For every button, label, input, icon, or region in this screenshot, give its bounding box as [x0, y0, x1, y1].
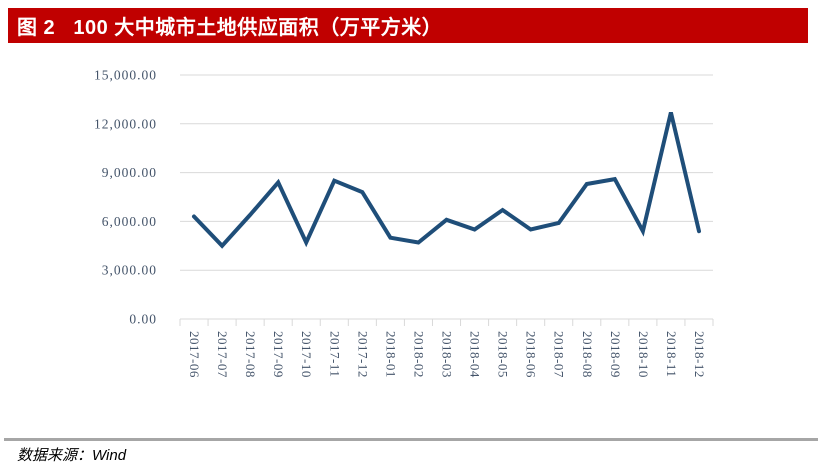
x-tick-label: 2018-11	[664, 331, 679, 377]
x-tick-label: 2018-10	[636, 331, 651, 378]
y-tick-label: 15,000.00	[94, 68, 157, 83]
x-tick-label: 2017-07	[215, 331, 230, 378]
figure-title: 图 2 100 大中城市土地供应面积（万平方米）	[17, 17, 443, 39]
x-tick-label: 2017-11	[327, 331, 342, 377]
y-tick-label: 9,000.00	[102, 165, 157, 180]
x-tick-label: 2018-01	[383, 331, 398, 378]
x-tick-label: 2017-08	[243, 331, 258, 378]
x-tick-label: 2018-12	[692, 331, 707, 378]
x-tick-label: 2018-08	[580, 331, 595, 378]
x-tick-label: 2018-02	[411, 331, 426, 378]
figure-title-banner: 图 2 100 大中城市土地供应面积（万平方米）	[8, 8, 808, 43]
footer-divider	[4, 438, 818, 441]
y-tick-label: 12,000.00	[94, 116, 157, 131]
x-tick-label: 2018-06	[524, 331, 539, 378]
x-tick-label: 2017-12	[355, 331, 370, 378]
x-tick-label: 2017-06	[187, 331, 202, 378]
x-tick-label: 2018-05	[496, 331, 511, 378]
y-tick-label: 0.00	[129, 312, 157, 327]
chart-canvas: 0.00 3,000.00 6,000.00 9,000.00 12,000.00 15,…	[94, 68, 714, 378]
y-tick-label: 6,000.00	[102, 214, 157, 229]
x-tick-label: 2018-03	[440, 331, 455, 378]
x-tick-label: 2018-09	[608, 331, 623, 378]
x-tick-label: 2017-09	[271, 331, 286, 378]
data-series-line	[192, 111, 701, 249]
x-tick-label: 2018-07	[552, 331, 567, 378]
y-tick-label: 3,000.00	[102, 263, 157, 278]
x-tick-label: 2017-10	[299, 331, 314, 378]
x-tick-label: 2018-04	[468, 331, 483, 378]
data-source: 数据来源：Wind	[17, 444, 126, 465]
data-source-label: 数据来源：Wind	[17, 447, 127, 464]
